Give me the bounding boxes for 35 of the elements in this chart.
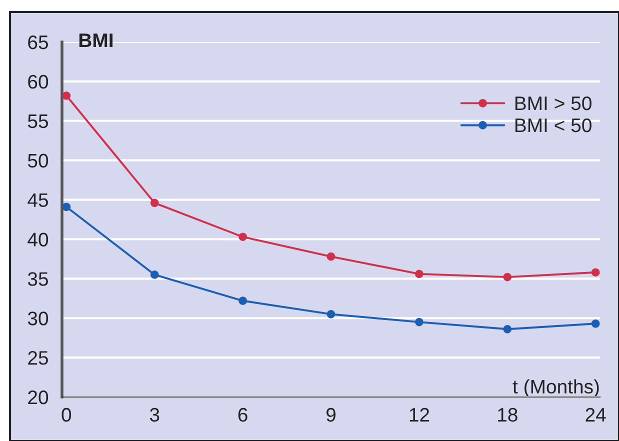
point <box>238 296 247 305</box>
point <box>591 268 600 277</box>
point <box>591 319 600 328</box>
legend-label: BMI < 50 <box>515 118 592 132</box>
point <box>62 202 71 212</box>
y-tick-label: 40 <box>28 232 48 246</box>
x-axis-title: t (Months) <box>512 379 599 398</box>
y-tick-label: 30 <box>28 312 48 326</box>
x-tick-label: 6 <box>238 408 248 422</box>
point <box>326 310 336 318</box>
point <box>415 270 424 278</box>
y-tick-label: 20 <box>28 390 48 404</box>
y-tick-label: 25 <box>28 351 48 365</box>
x-tick-label: 3 <box>150 408 160 422</box>
point <box>62 91 71 100</box>
y-tick-label: 35 <box>28 272 48 286</box>
x-tick-label: 18 <box>498 408 518 422</box>
y-tick-label: 55 <box>28 114 48 128</box>
legend-label: BMI > 50 <box>515 96 592 110</box>
point <box>503 272 512 282</box>
y-axis-title: BMI <box>79 34 112 48</box>
point <box>326 252 336 261</box>
x-tick-label: 9 <box>326 408 336 422</box>
point <box>150 270 159 279</box>
point <box>415 318 424 326</box>
x-tick-label: 24 <box>586 408 606 422</box>
y-tick-label: 50 <box>28 154 48 168</box>
point <box>150 198 159 208</box>
point <box>238 232 247 242</box>
point <box>503 324 512 334</box>
x-tick-label: 12 <box>410 408 430 422</box>
y-tick-label: 65 <box>28 35 48 50</box>
y-tick-label: 45 <box>28 193 48 208</box>
x-tick-label: 0 <box>62 408 72 422</box>
y-tick-label: 60 <box>28 74 48 89</box>
